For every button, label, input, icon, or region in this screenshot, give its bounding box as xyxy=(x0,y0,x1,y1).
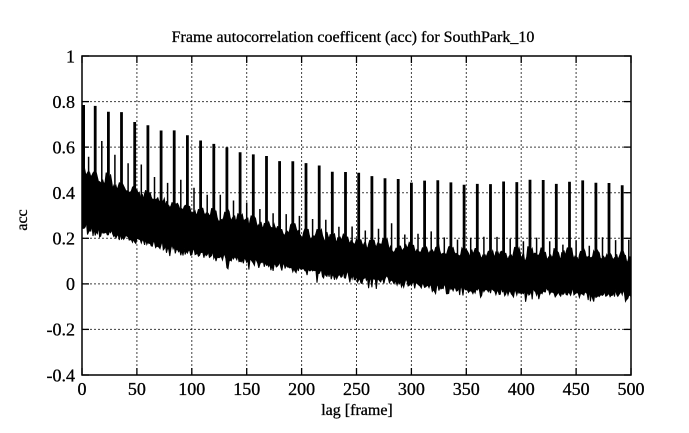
svg-text:50: 50 xyxy=(128,379,146,399)
svg-text:-0.2: -0.2 xyxy=(47,320,76,340)
svg-text:200: 200 xyxy=(288,379,315,399)
svg-text:400: 400 xyxy=(508,379,535,399)
svg-text:0.2: 0.2 xyxy=(53,229,76,249)
svg-text:0.6: 0.6 xyxy=(53,137,76,157)
svg-text:300: 300 xyxy=(398,379,425,399)
svg-text:1: 1 xyxy=(66,46,75,66)
svg-text:0.4: 0.4 xyxy=(53,183,76,203)
svg-text:500: 500 xyxy=(618,379,645,399)
svg-text:0: 0 xyxy=(78,379,87,399)
svg-text:acc: acc xyxy=(14,209,31,230)
svg-text:250: 250 xyxy=(343,379,370,399)
svg-text:150: 150 xyxy=(233,379,260,399)
svg-text:0.8: 0.8 xyxy=(53,92,76,112)
svg-text:450: 450 xyxy=(563,379,590,399)
svg-text:lag [frame]: lag [frame] xyxy=(321,402,393,419)
svg-text:Frame autocorrelation coeffice: Frame autocorrelation coefficent (acc) f… xyxy=(172,29,535,46)
svg-text:0: 0 xyxy=(66,274,75,294)
svg-text:350: 350 xyxy=(453,379,480,399)
svg-text:-0.4: -0.4 xyxy=(47,365,76,385)
svg-text:100: 100 xyxy=(178,379,205,399)
